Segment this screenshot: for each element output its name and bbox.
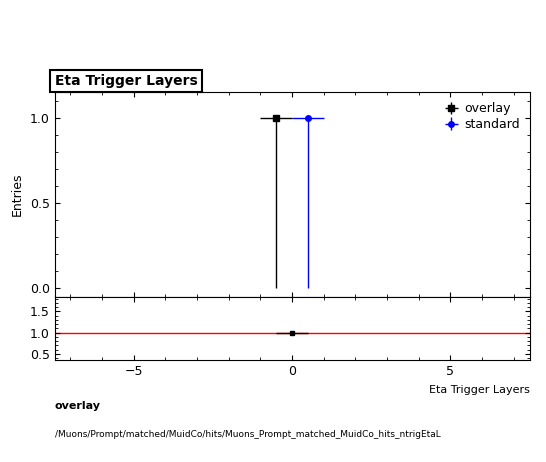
Text: /Muons/Prompt/matched/MuidCo/hits/Muons_Prompt_matched_MuidCo_hits_ntrigEtaL: /Muons/Prompt/matched/MuidCo/hits/Muons_…	[55, 430, 441, 438]
Legend: overlay, standard: overlay, standard	[440, 99, 524, 134]
Text: overlay: overlay	[55, 401, 100, 411]
X-axis label: Eta Trigger Layers: Eta Trigger Layers	[429, 384, 530, 395]
Y-axis label: Entries: Entries	[11, 173, 24, 216]
Text: Eta Trigger Layers: Eta Trigger Layers	[55, 74, 197, 88]
